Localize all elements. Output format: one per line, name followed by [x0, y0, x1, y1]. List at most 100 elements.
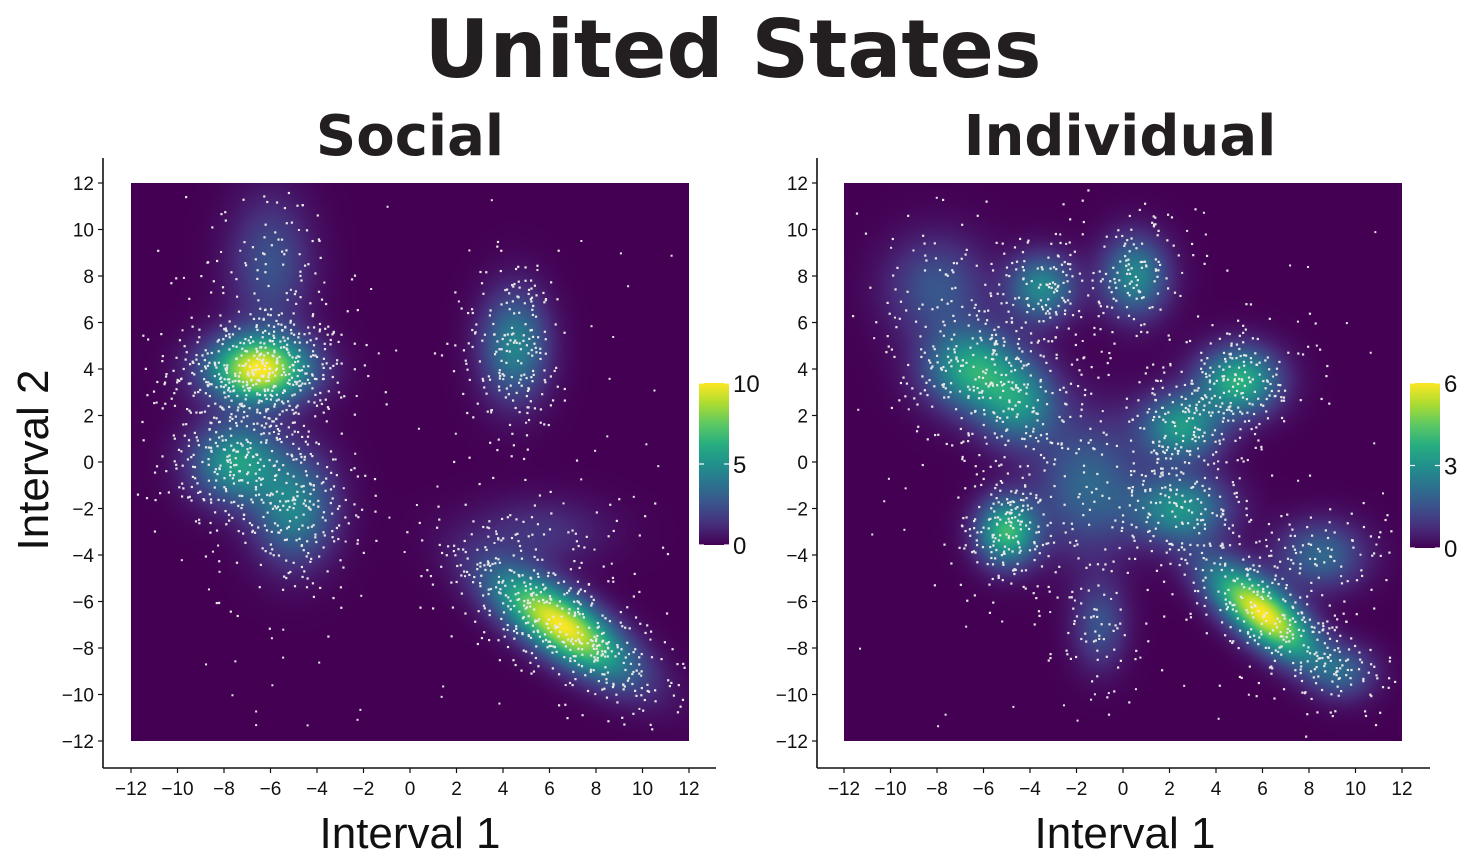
data-point [329, 367, 332, 370]
data-point [217, 338, 220, 342]
data-point [281, 329, 284, 332]
data-point [1238, 377, 1241, 381]
data-point [1242, 341, 1245, 344]
data-point [1100, 453, 1104, 456]
data-point [459, 564, 462, 567]
data-point [1229, 356, 1232, 359]
data-point [1020, 326, 1023, 329]
data-point [1142, 506, 1145, 510]
data-point [523, 373, 526, 376]
data-point [1079, 415, 1082, 418]
data-point [1184, 411, 1187, 414]
data-point [1105, 655, 1108, 658]
data-point [275, 319, 278, 323]
data-point [307, 430, 310, 433]
data-point [1233, 378, 1236, 381]
data-point [1275, 367, 1279, 370]
data-point [262, 501, 265, 504]
data-point [962, 516, 965, 520]
data-point [364, 474, 367, 477]
data-point [1033, 623, 1036, 626]
data-point [1064, 531, 1067, 534]
data-point [1232, 640, 1235, 643]
data-point [1313, 668, 1316, 671]
data-point [572, 670, 575, 673]
data-point [1029, 332, 1033, 335]
data-point [1231, 569, 1234, 572]
data-point [1149, 488, 1152, 491]
data-point [278, 413, 281, 416]
data-point [1240, 392, 1243, 395]
data-point [990, 507, 993, 510]
data-point [1279, 384, 1282, 387]
data-point [1204, 576, 1207, 579]
data-point [1029, 492, 1032, 495]
data-point [1198, 413, 1202, 416]
data-point [191, 475, 195, 478]
data-point [527, 621, 530, 624]
data-point [1280, 399, 1283, 402]
data-point [1135, 649, 1138, 652]
data-point [1166, 287, 1170, 290]
data-point [1294, 551, 1298, 555]
data-point [331, 536, 334, 539]
data-point [1269, 382, 1272, 386]
data-point [204, 367, 208, 370]
data-point [219, 376, 223, 379]
data-point [306, 378, 310, 381]
data-point [1306, 526, 1309, 529]
data-point [329, 338, 332, 342]
data-point [933, 385, 936, 388]
data-point [1150, 549, 1153, 553]
data-point [1334, 671, 1338, 674]
data-point [1316, 638, 1319, 641]
data-point [517, 540, 520, 543]
data-point [1255, 426, 1258, 429]
data-point [319, 256, 322, 259]
data-point [1134, 508, 1137, 512]
data-point [978, 309, 981, 313]
data-point [228, 381, 231, 384]
data-point [535, 645, 538, 648]
data-point [275, 507, 278, 510]
data-point [1115, 235, 1118, 239]
data-point [1110, 597, 1113, 600]
data-point [1265, 619, 1268, 623]
data-point [154, 499, 157, 502]
data-point [996, 415, 999, 419]
data-point [505, 288, 509, 291]
data-point [607, 535, 610, 538]
data-point [529, 636, 533, 639]
data-point [270, 530, 273, 533]
data-point [1100, 623, 1103, 626]
data-point [307, 326, 310, 329]
data-point [1281, 635, 1284, 638]
data-point [1206, 463, 1210, 466]
data-point [217, 350, 220, 353]
data-point [499, 269, 502, 273]
data-point [931, 365, 934, 368]
data-point [306, 540, 309, 543]
data-point [514, 593, 517, 596]
data-point [1236, 617, 1239, 620]
data-point [1197, 589, 1200, 593]
data-point [292, 383, 295, 386]
data-point [994, 486, 997, 490]
data-point [1371, 554, 1374, 557]
data-point [198, 518, 201, 521]
data-point [1021, 350, 1024, 353]
data-point [1277, 389, 1280, 393]
data-point [1338, 676, 1341, 680]
data-point [477, 610, 480, 613]
data-point [1016, 387, 1020, 390]
data-point [505, 387, 508, 390]
data-point [260, 352, 263, 356]
data-point [1220, 508, 1223, 511]
data-point [980, 391, 983, 394]
data-point [1194, 435, 1197, 438]
data-point [232, 385, 235, 388]
data-point [1067, 631, 1070, 635]
x-tick-label: −8 [213, 779, 235, 800]
data-point [453, 544, 456, 547]
data-point [277, 238, 280, 241]
